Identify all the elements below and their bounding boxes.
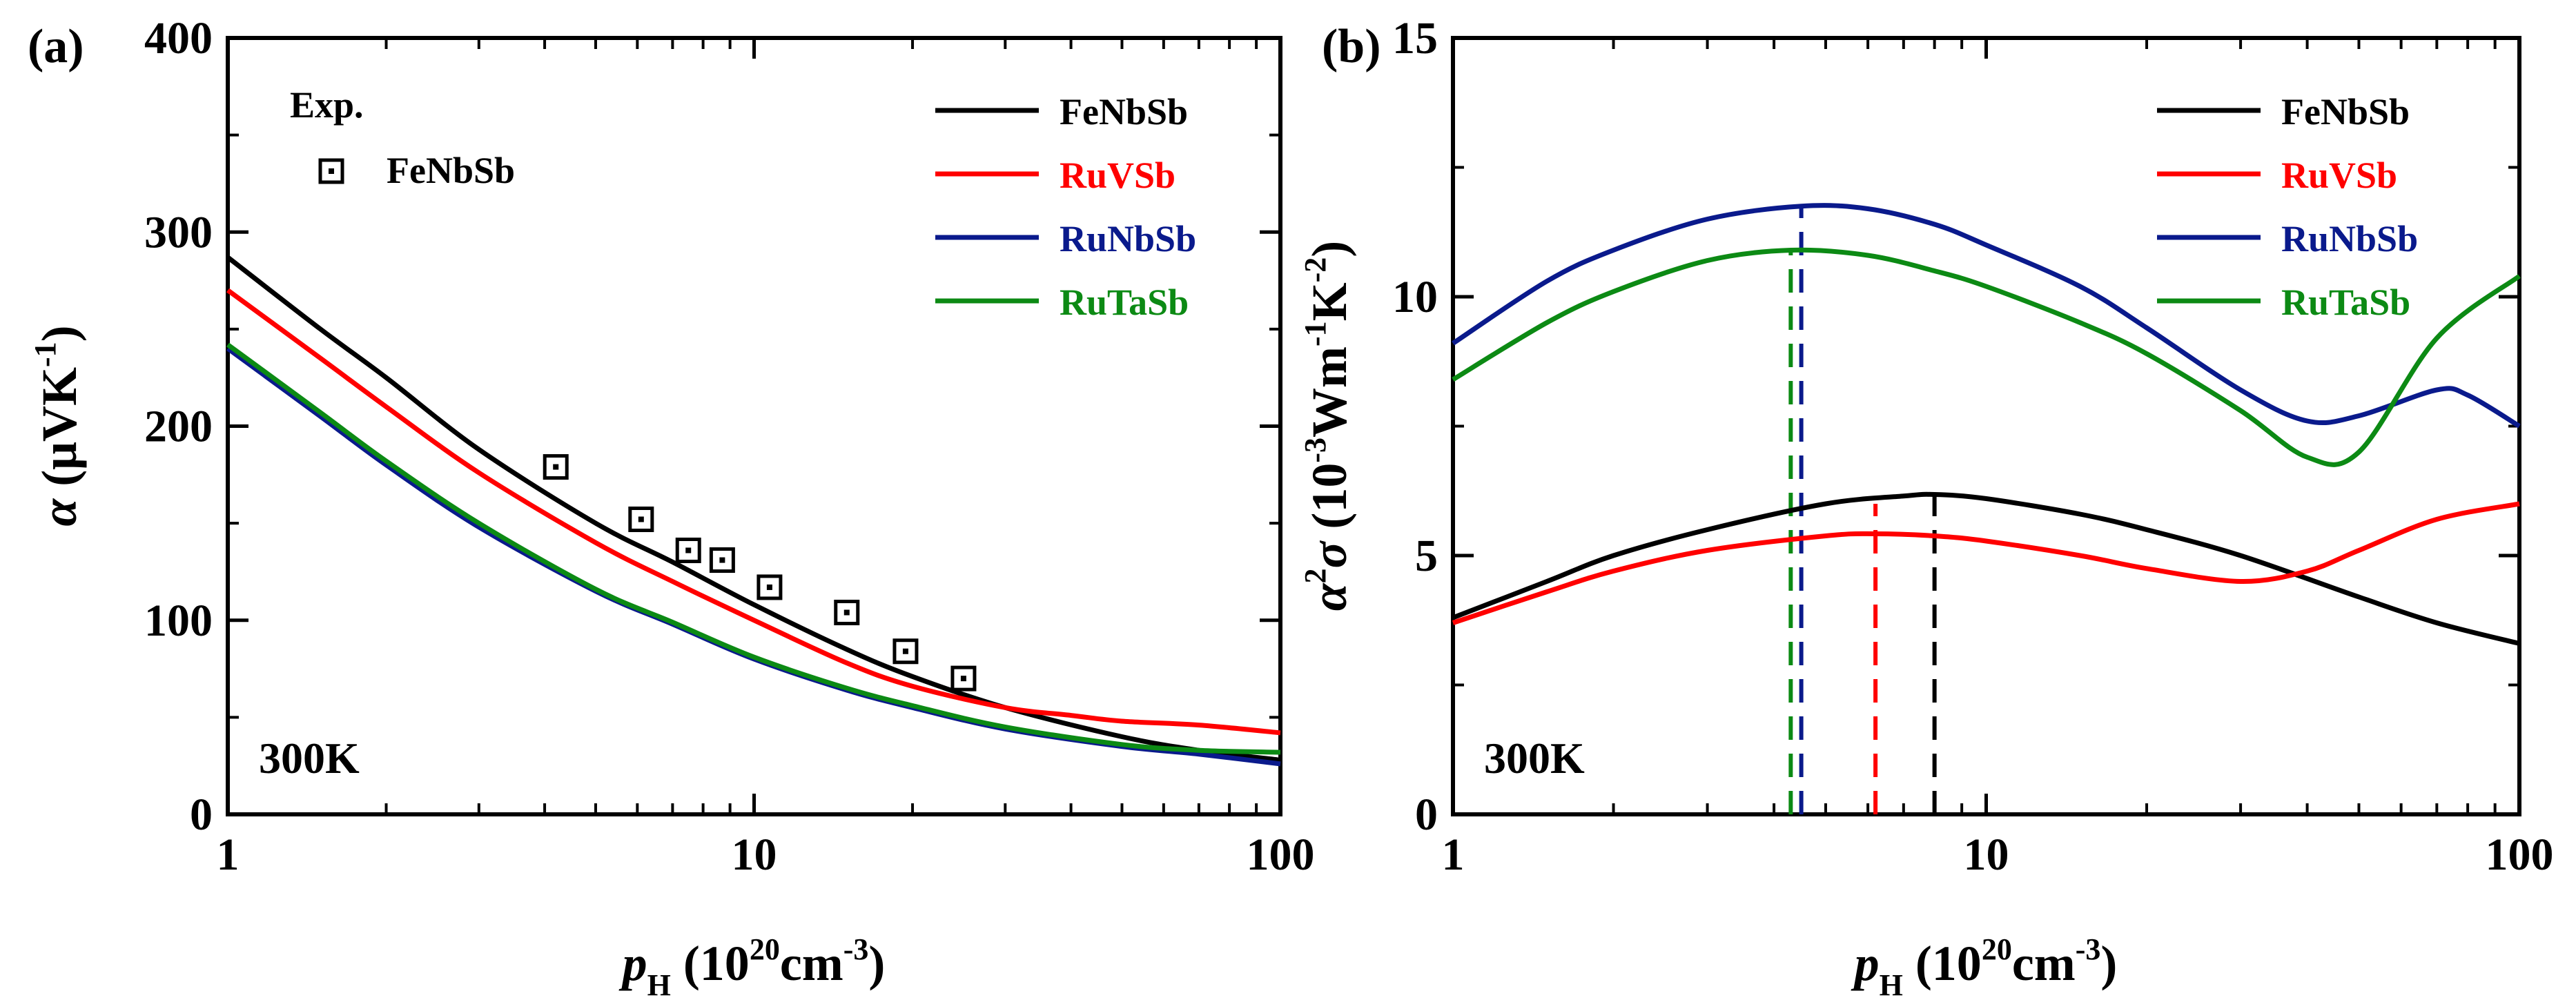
panel-a-exp-legend-marker [318,158,344,184]
experiment-point [834,600,860,625]
panel-a-x-axis-title: pH (1020cm-3) [618,932,886,1000]
series-line-fenbsb [226,255,1281,763]
x-tick-label: 10 [1964,830,2009,880]
panel-b-tick-labels: 1 10 100 0 5 10 15 [1392,13,2554,880]
experiment-point-dot [685,547,692,553]
experiment-point [543,454,569,480]
panel-a-ticks [226,36,1282,816]
y-tick-label: 10 [1392,272,1438,322]
series-line-runbsb [1452,203,2521,429]
panel-a-y-axis-title: α (μVK-1) [28,325,87,526]
panel-a-exp-legend-title: Exp. [290,84,364,126]
series-line-ruvsb [226,288,1281,736]
series-line-fenbsb [1452,491,2520,646]
panel-b-peak-markers [1788,206,1937,814]
legend-label-ruvsb: RuVSb [1060,155,1175,196]
y-tick-label: 200 [144,402,213,452]
legend-label-fenbsb: FeNbSb [2281,91,2410,133]
panel-a-experiment-points [543,454,977,692]
panel-b-ticks [1451,36,2521,816]
panel-b-label: (b) [1322,20,1381,73]
panel-b-legend: FeNbSb RuVSb RuNbSb RuTaSb [2157,91,2418,323]
x-tick-label: 100 [2486,830,2554,880]
panel-a-seebeck-chart: 1 10 100 0 100 200 300 400 (a) 300K Exp. FeNbSb… [28,13,1315,1000]
y-tick-label: 15 [1392,13,1438,63]
experiment-point-box [950,665,977,692]
series-line-ruvsb [1452,501,2520,625]
experiment-point [709,547,735,573]
legend-label-runbsb: RuNbSb [1060,218,1196,259]
experiment-point-dot [638,516,644,522]
x-tick-label: 1 [217,830,240,880]
y-tick-label: 5 [1415,531,1438,581]
panel-b-power-factor-chart: 1 10 100 0 5 10 15 (b) 300K FeNbSb RuVSb RuNbSb R… [1298,13,2554,1000]
x-tick-label: 100 [1247,830,1315,880]
series-line-rutasb [1452,247,2521,467]
y-tick-label: 0 [1415,790,1438,840]
y-tick-label: 0 [190,790,213,840]
panel-a-legend: FeNbSb RuVSb RuNbSb RuTaSb [935,91,1196,323]
x-tick-label: 10 [732,830,777,880]
panel-a-exp-legend-label: FeNbSb [387,150,515,191]
panel-b-curves [1452,203,2521,646]
y-tick-label: 400 [144,13,213,63]
legend-label-rutasb: RuTaSb [1060,282,1189,323]
experiment-point-dot [766,584,772,590]
panel-a-tick-labels: 1 10 100 0 100 200 300 400 [144,13,1315,880]
legend-label-ruvsb: RuVSb [2281,155,2397,196]
experiment-point [892,638,919,665]
experiment-point [675,538,701,563]
series-line-rutasb [226,342,1281,755]
y-tick-label: 100 [144,596,213,646]
x-tick-label: 1 [1442,830,1465,880]
panel-a-curves [226,255,1281,767]
legend-label-fenbsb: FeNbSb [1060,91,1188,133]
experiment-point-dot [719,557,725,563]
panel-a-label: (a) [28,20,84,73]
experiment-point-box [834,600,860,625]
experiment-point [757,574,783,600]
experiment-point [950,665,977,692]
panel-a-temperature-annotation: 300K [259,734,360,783]
legend-label-rutasb: RuTaSb [2281,282,2410,323]
experiment-point-dot [960,676,966,682]
experiment-point-dot [553,464,559,470]
experiment-point-dot [843,609,850,616]
experiment-point-dot [902,648,908,654]
y-tick-label: 300 [144,207,213,257]
panel-b-y-axis-title: α2σ (10-3Wm-1K-2) [1298,241,1357,611]
experiment-point-box [675,538,701,563]
experiment-point [628,507,654,532]
panel-b-x-axis-title: pH (1020cm-3) [1851,932,2118,1000]
series-line-runbsb [226,346,1281,767]
panel-b-temperature-annotation: 300K [1484,734,1585,783]
experiment-point-box [892,638,919,665]
legend-label-runbsb: RuNbSb [2281,218,2418,259]
